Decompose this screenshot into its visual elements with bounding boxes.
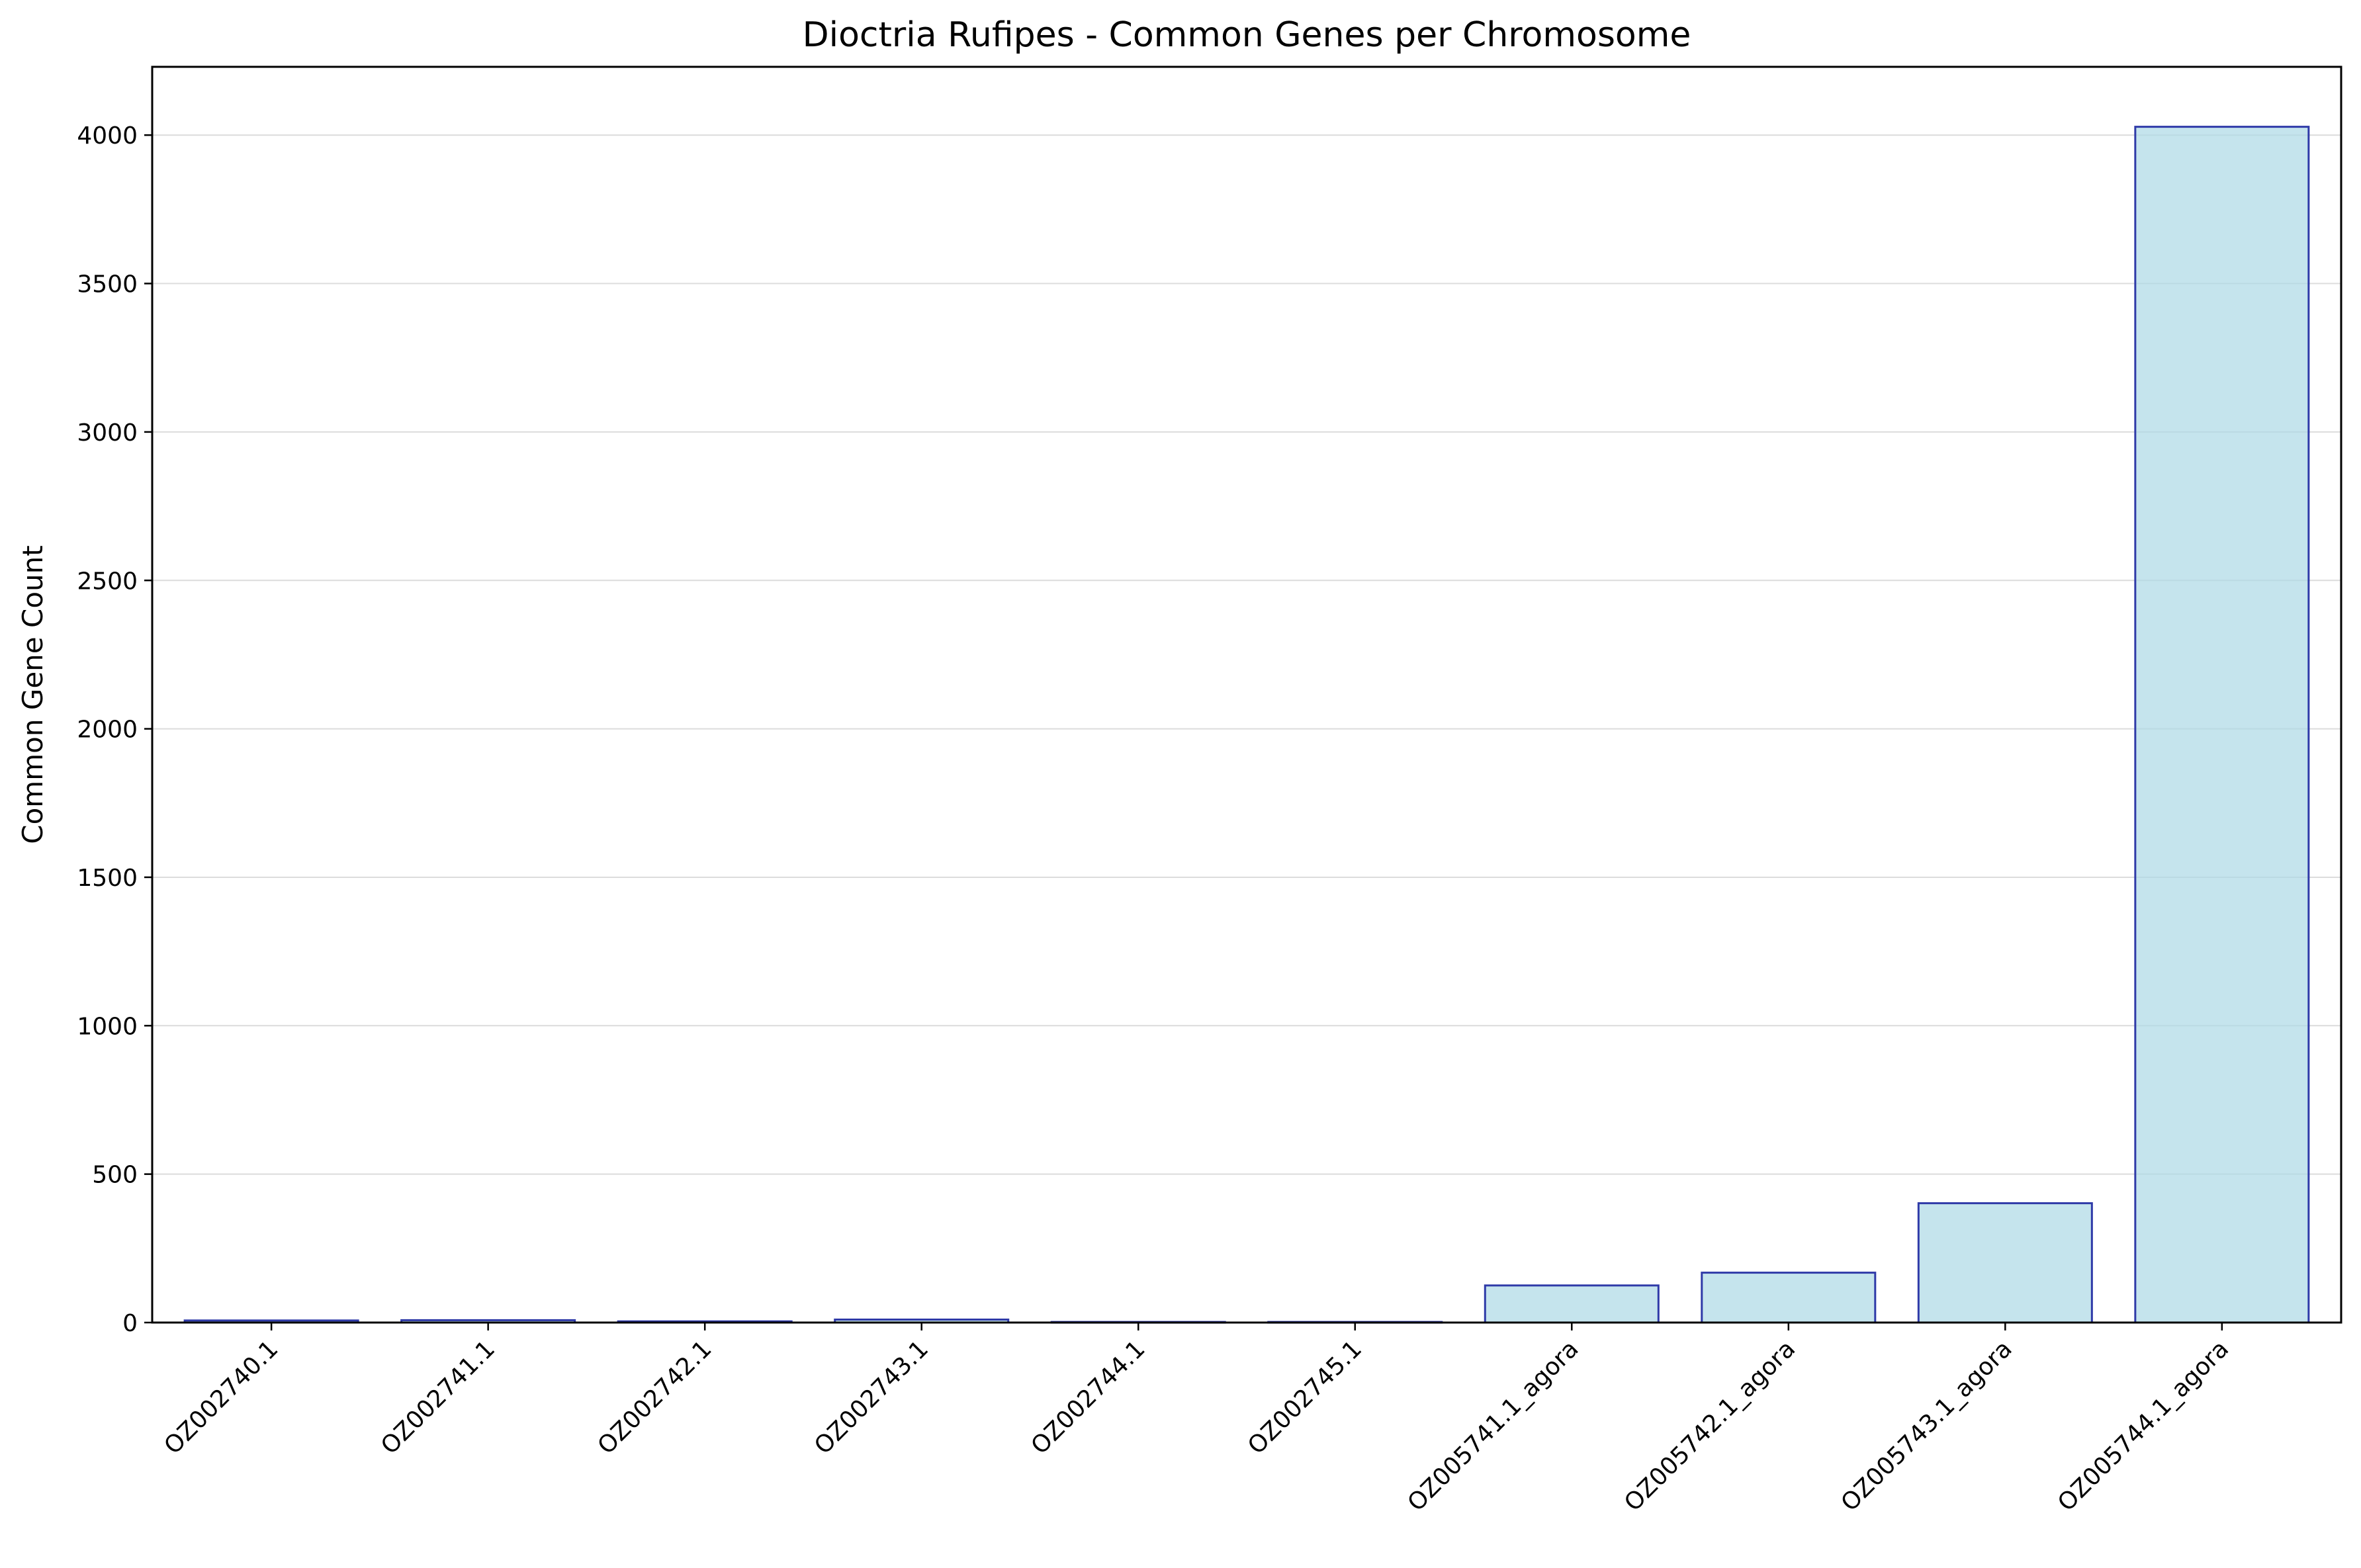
x-tick-label: OZ005742.1_agora — [1619, 1335, 1801, 1516]
x-tick-label: OZ002742.1 — [593, 1335, 717, 1459]
y-tick-label: 4000 — [77, 122, 138, 150]
x-tick-label: OZ002744.1 — [1026, 1335, 1151, 1459]
x-tick-label: OZ002745.1 — [1243, 1335, 1367, 1459]
x-tick-label: OZ005743.1_agora — [1836, 1335, 2018, 1516]
x-tick-label: OZ002741.1 — [376, 1335, 500, 1459]
bar-oz005744-1-agora — [2134, 126, 2310, 1324]
y-tick-label: 2000 — [77, 717, 138, 744]
x-tick-label: OZ005744.1_agora — [2053, 1335, 2234, 1516]
chart-title: Dioctria Rufipes - Common Genes per Chro… — [803, 15, 1691, 55]
bar-oz005741-1-agora — [1484, 1284, 1660, 1324]
x-axis-ticks: OZ002740.1 OZ002741.1 OZ002742.1 OZ002743.1… — [159, 1323, 2234, 1516]
y-tick-label: 3500 — [77, 271, 138, 298]
plot-frame — [151, 65, 2342, 1324]
bars — [183, 126, 2310, 1324]
x-tick-label: OZ005741.1_agora — [1403, 1335, 1584, 1516]
y-tick-label: 3000 — [77, 419, 138, 447]
y-tick-label: 500 — [92, 1162, 138, 1189]
y-tick-label: 1000 — [77, 1013, 138, 1040]
bar-oz005743-1-agora — [1917, 1202, 2093, 1324]
y-tick-label: 0 — [122, 1310, 138, 1337]
y-tick-label: 2500 — [77, 568, 138, 595]
y-tick-label: 1500 — [77, 865, 138, 892]
x-tick-label: OZ002743.1 — [809, 1335, 934, 1459]
y-axis-label: Common Gene Count — [17, 545, 49, 844]
y-axis-ticks: 0 500 1000 1500 2000 2500 3000 3500 4000 — [77, 122, 152, 1337]
bar-oz005742-1-agora — [1701, 1272, 1877, 1324]
grid-lines — [152, 134, 2341, 1175]
x-tick-label: OZ002740.1 — [159, 1335, 284, 1459]
